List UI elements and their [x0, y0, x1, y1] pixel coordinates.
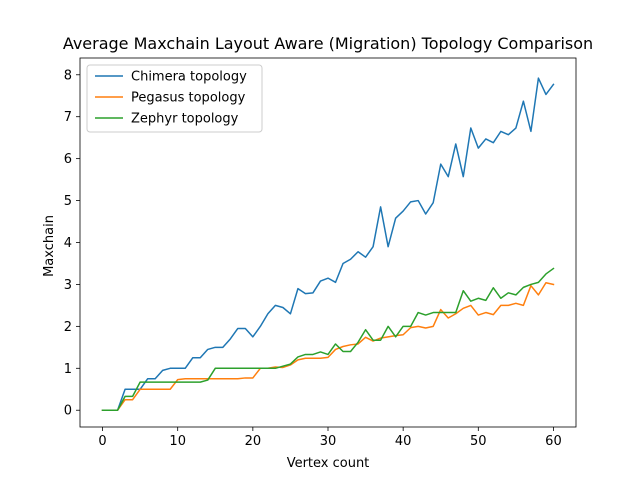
y-tick-label-0: 0	[64, 404, 72, 419]
x-tick-label-1: 10	[169, 434, 186, 449]
x-tick-label-0: 0	[98, 434, 106, 449]
legend-label-1: Pegasus topology	[131, 91, 246, 106]
y-tick-label-2: 2	[64, 320, 72, 335]
y-axis-label: Maxchain	[42, 215, 57, 277]
y-tick-label-1: 1	[64, 362, 72, 377]
series-line-1	[101, 282, 555, 411]
x-tick-label-5: 50	[470, 434, 487, 449]
y-tick-label-5: 5	[64, 194, 72, 209]
plot-area: 0 10 20 30 40 50 60 0 1 2 3 4 5 6 7 8	[64, 57, 577, 449]
chart-title: Average Maxchain Layout Aware (Migration…	[63, 34, 593, 53]
x-tick-label-4: 40	[395, 434, 412, 449]
legend: Chimera topology Pegasus topology Zephyr t…	[86, 64, 263, 133]
series-line-2	[101, 267, 555, 411]
legend-label-2: Zephyr topology	[131, 112, 239, 127]
y-tick-label-8: 8	[64, 68, 72, 83]
legend-box	[86, 64, 263, 133]
y-tick-label-6: 6	[64, 152, 72, 167]
x-tick-label-3: 30	[320, 434, 337, 449]
y-tick-label-7: 7	[64, 110, 72, 125]
legend-label-0: Chimera topology	[131, 70, 247, 85]
x-tick-label-6: 60	[545, 434, 562, 449]
series-line-0	[101, 77, 555, 411]
x-axis-label: Vertex count	[287, 456, 370, 471]
y-tick-label-3: 3	[64, 278, 72, 293]
x-tick-label-2: 20	[245, 434, 262, 449]
y-tick-label-4: 4	[64, 236, 72, 251]
